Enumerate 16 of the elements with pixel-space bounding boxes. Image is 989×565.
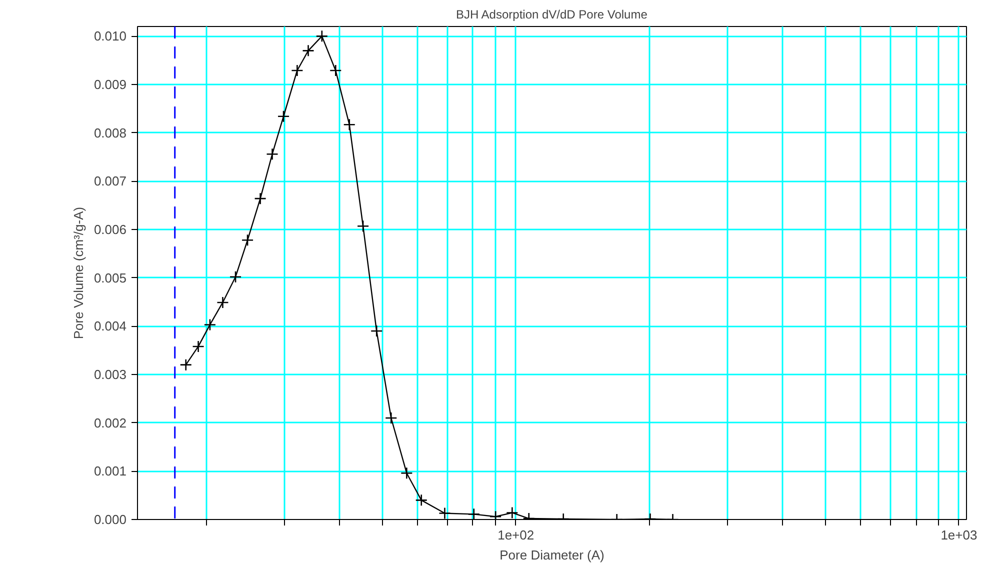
y-tick-label: 0.008	[94, 125, 127, 140]
y-tick-label: 0.002	[94, 415, 127, 430]
y-tick-label: 0.001	[94, 464, 127, 479]
y-tick-label: 0.009	[94, 77, 127, 92]
x-tick-label: 1e+03	[940, 528, 978, 542]
y-tick-label: 0.003	[94, 367, 127, 382]
x-tick-label: 1e+02	[498, 528, 534, 542]
x-axis-title: Pore Diameter (A)	[500, 548, 604, 562]
y-axis-title: Pore Volume (cm³/g-A)	[70, 206, 86, 340]
y-tick-label: 0.007	[94, 174, 127, 189]
y-tick-label: 0.010	[94, 28, 127, 44]
y-tick-label: 0.000	[94, 512, 127, 527]
y-tick-label: 0.006	[94, 222, 127, 237]
y-tick-label: 0.005	[94, 270, 127, 286]
y-tick-label: 0.004	[94, 318, 127, 334]
chart-title: BJH Adsorption dV/dD Pore Volume	[456, 8, 648, 22]
